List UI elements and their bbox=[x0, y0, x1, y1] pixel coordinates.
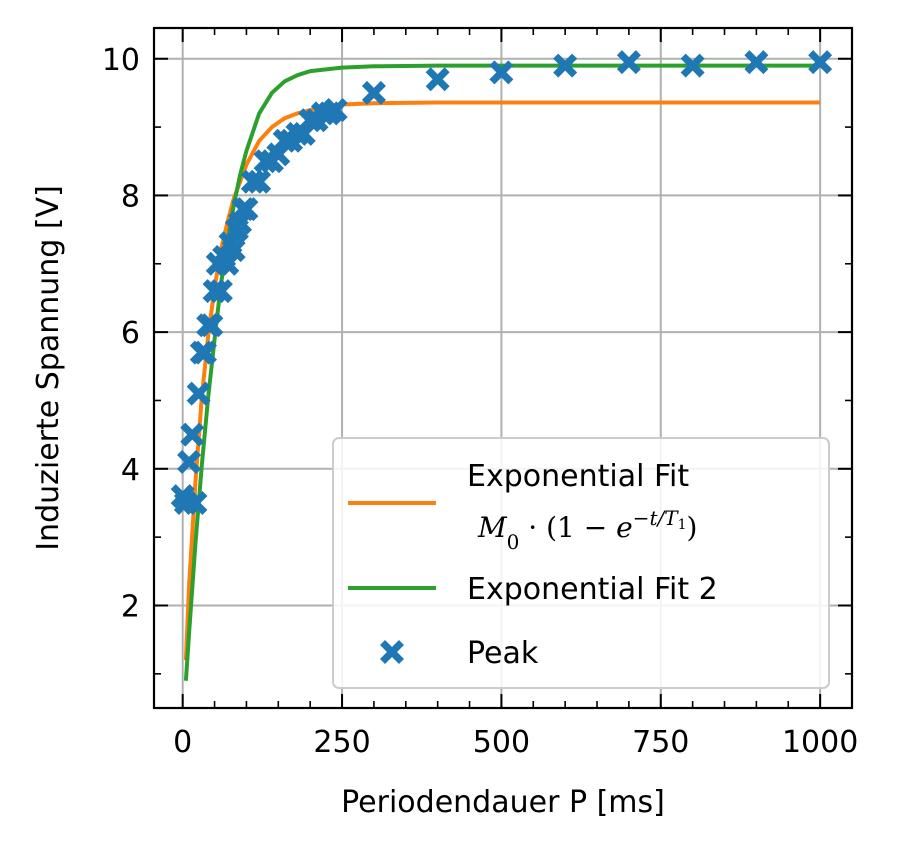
peak-marker bbox=[272, 128, 297, 153]
x-tick-label: 1000 bbox=[782, 725, 858, 760]
peak-marker bbox=[616, 50, 641, 75]
peak-marker bbox=[744, 50, 769, 75]
peak-marker bbox=[553, 53, 578, 78]
legend-label-exponential-fit-2: Exponential Fit 2 bbox=[467, 572, 718, 607]
legend-label-exponential-fit: Exponential Fit bbox=[467, 459, 689, 494]
y-axis-label: Induzierte Spannung [V] bbox=[31, 185, 66, 551]
peak-marker bbox=[323, 98, 348, 123]
peak-marker bbox=[183, 490, 208, 515]
peak-marker bbox=[177, 449, 202, 474]
y-tick-label: 10 bbox=[102, 43, 140, 78]
peak-marker bbox=[186, 381, 211, 406]
x-axis-label: Periodendauer P [ms] bbox=[341, 785, 665, 820]
legend-swatch-peak bbox=[380, 640, 404, 664]
legend-label-peak: Peak bbox=[467, 636, 539, 671]
peak-marker bbox=[808, 50, 833, 75]
x-tick-label: 250 bbox=[313, 725, 370, 760]
x-tick-label: 0 bbox=[173, 725, 192, 760]
series-line-exponential-fit bbox=[183, 100, 821, 661]
peak-marker bbox=[221, 238, 246, 263]
peak-marker bbox=[199, 313, 224, 338]
y-tick-label: 2 bbox=[121, 589, 140, 624]
peak-marker bbox=[192, 340, 217, 365]
peak-marker bbox=[208, 279, 233, 304]
x-tick-label: 500 bbox=[473, 725, 530, 760]
x-tick-label: 750 bbox=[632, 725, 689, 760]
y-tick-label: 4 bbox=[121, 453, 140, 488]
legend: Exponential Fit M0 · (1 − e−t/T1) Expone… bbox=[332, 437, 830, 689]
peak-marker bbox=[425, 67, 450, 92]
peak-marker bbox=[298, 108, 323, 133]
peak-marker bbox=[240, 169, 265, 194]
peak-marker bbox=[489, 60, 514, 85]
peak-marker bbox=[180, 422, 205, 447]
data-markers bbox=[170, 50, 833, 515]
peak-marker bbox=[361, 80, 386, 105]
legend-box bbox=[332, 437, 830, 689]
peak-marker bbox=[247, 169, 272, 194]
peak-marker bbox=[680, 53, 705, 78]
peak-marker bbox=[234, 197, 259, 222]
y-tick-label: 8 bbox=[121, 179, 140, 214]
plot-frame bbox=[152, 26, 854, 710]
peak-marker bbox=[253, 149, 278, 174]
tick-labels: 0 250 500 750 1000 2 4 6 8 10 bbox=[102, 43, 858, 760]
y-tick-label: 6 bbox=[121, 316, 140, 351]
peak-marker bbox=[215, 251, 240, 276]
axis-ticks bbox=[154, 28, 853, 708]
peak-marker bbox=[202, 279, 227, 304]
